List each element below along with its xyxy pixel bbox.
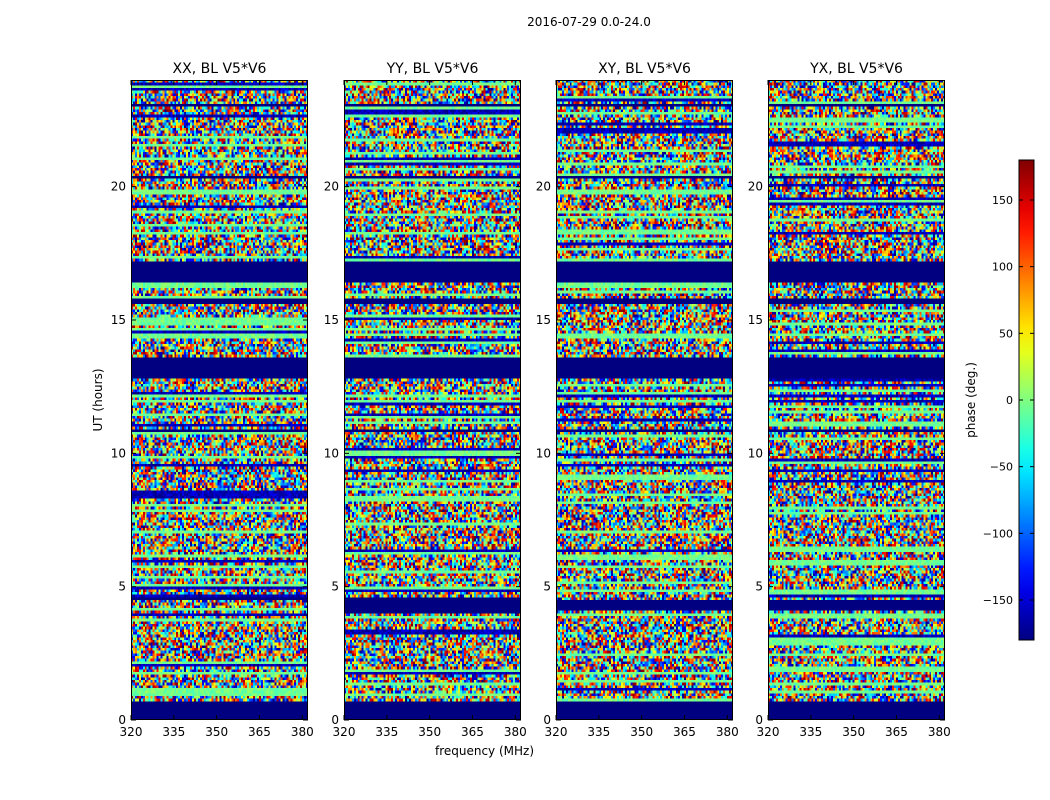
x-tick-label: 350 (842, 725, 865, 739)
x-tick-label: 320 (120, 725, 143, 739)
panel-1: XX, BL V5*V6 320 335 350 365 380 0 5 10 15 20 UT (h… (91, 61, 314, 739)
panel-title: XY, BL V5*V6 (598, 61, 691, 77)
x-tick-label: 350 (418, 725, 441, 739)
heatmap-image (768, 80, 945, 720)
x-tick-label: 350 (630, 725, 653, 739)
heatmap-image (131, 80, 308, 720)
x-tick-label: 380 (504, 725, 527, 739)
y-tick-label: 15 (111, 313, 126, 327)
y-tick-label: 5 (118, 580, 126, 594)
x-tick-label: 320 (333, 725, 356, 739)
figure-suptitle: 2016-07-29 0.0-24.0 (527, 15, 651, 29)
colorbar: 150 100 50 0 −50 −100 −150 phase (deg.) (964, 159, 1035, 641)
y-tick-label: 10 (536, 446, 551, 460)
y-tick-label: 15 (324, 313, 339, 327)
y-tick-label: 15 (536, 313, 551, 327)
panel-3: XY, BL V5*V6 320 335 350 365 380 0 5 10 15 20 (536, 61, 739, 739)
y-tick-label: 0 (118, 713, 126, 727)
y-tick-label: 20 (536, 180, 551, 194)
panel-4: YX, BL V5*V6 320 335 350 365 380 0 5 10 15 20 (748, 61, 951, 739)
panel-frame (768, 80, 945, 720)
x-tick-label: 320 (545, 725, 568, 739)
colorbar-tick-label: −150 (983, 594, 1013, 607)
panel-title: YY, BL V5*V6 (386, 61, 479, 77)
y-tick-label: 20 (324, 180, 339, 194)
panel-2: YY, BL V5*V6 320 335 350 365 380 0 5 10 15 20 frequ… (324, 61, 534, 758)
colorbar-tick-label: 50 (999, 327, 1013, 340)
x-tick-label: 365 (885, 725, 908, 739)
x-tick-label: 335 (587, 725, 610, 739)
x-tick-label: 335 (799, 725, 822, 739)
x-axis-label: frequency (MHz) (435, 744, 534, 758)
x-tick-label: 380 (928, 725, 951, 739)
y-tick-label: 20 (111, 180, 126, 194)
y-tick-label: 20 (748, 180, 763, 194)
x-tick-label: 335 (162, 725, 185, 739)
colorbar-tick-label: 150 (992, 194, 1013, 207)
x-tick-label: 380 (716, 725, 739, 739)
panel-frame (344, 80, 521, 720)
panel-title: YX, BL V5*V6 (809, 61, 903, 77)
y-tick-label: 5 (331, 580, 339, 594)
panel-title: XX, BL V5*V6 (173, 61, 267, 77)
y-tick-label: 5 (543, 580, 551, 594)
y-tick-label: 10 (111, 446, 126, 460)
y-tick-label: 0 (755, 713, 763, 727)
y-tick-label: 10 (324, 446, 339, 460)
y-tick-label: 5 (755, 580, 763, 594)
x-tick-label: 335 (375, 725, 398, 739)
x-tick-label: 350 (205, 725, 228, 739)
panel-frame (131, 80, 308, 720)
x-tick-label: 365 (461, 725, 484, 739)
panels: XX, BL V5*V6 320 335 350 365 380 0 5 10 15 20 UT (h… (91, 61, 951, 758)
x-tick-label: 365 (673, 725, 696, 739)
x-tick-label: 380 (291, 725, 314, 739)
heatmap-image (556, 80, 733, 720)
heatmap-image (344, 80, 521, 720)
colorbar-tick-label: −50 (990, 461, 1013, 474)
x-tick-label: 365 (248, 725, 271, 739)
colorbar-tick-label: −100 (983, 527, 1013, 540)
colorbar-label: phase (deg.) (964, 362, 978, 438)
colorbar-tick-label: 100 (992, 261, 1013, 274)
y-tick-label: 10 (748, 446, 763, 460)
x-tick-label: 320 (757, 725, 780, 739)
colorbar-tick-label: 0 (1006, 394, 1013, 407)
y-tick-label: 15 (748, 313, 763, 327)
panel-frame (556, 80, 733, 720)
y-tick-label: 0 (331, 713, 339, 727)
y-tick-label: 0 (543, 713, 551, 727)
y-axis-label: UT (hours) (91, 368, 105, 431)
